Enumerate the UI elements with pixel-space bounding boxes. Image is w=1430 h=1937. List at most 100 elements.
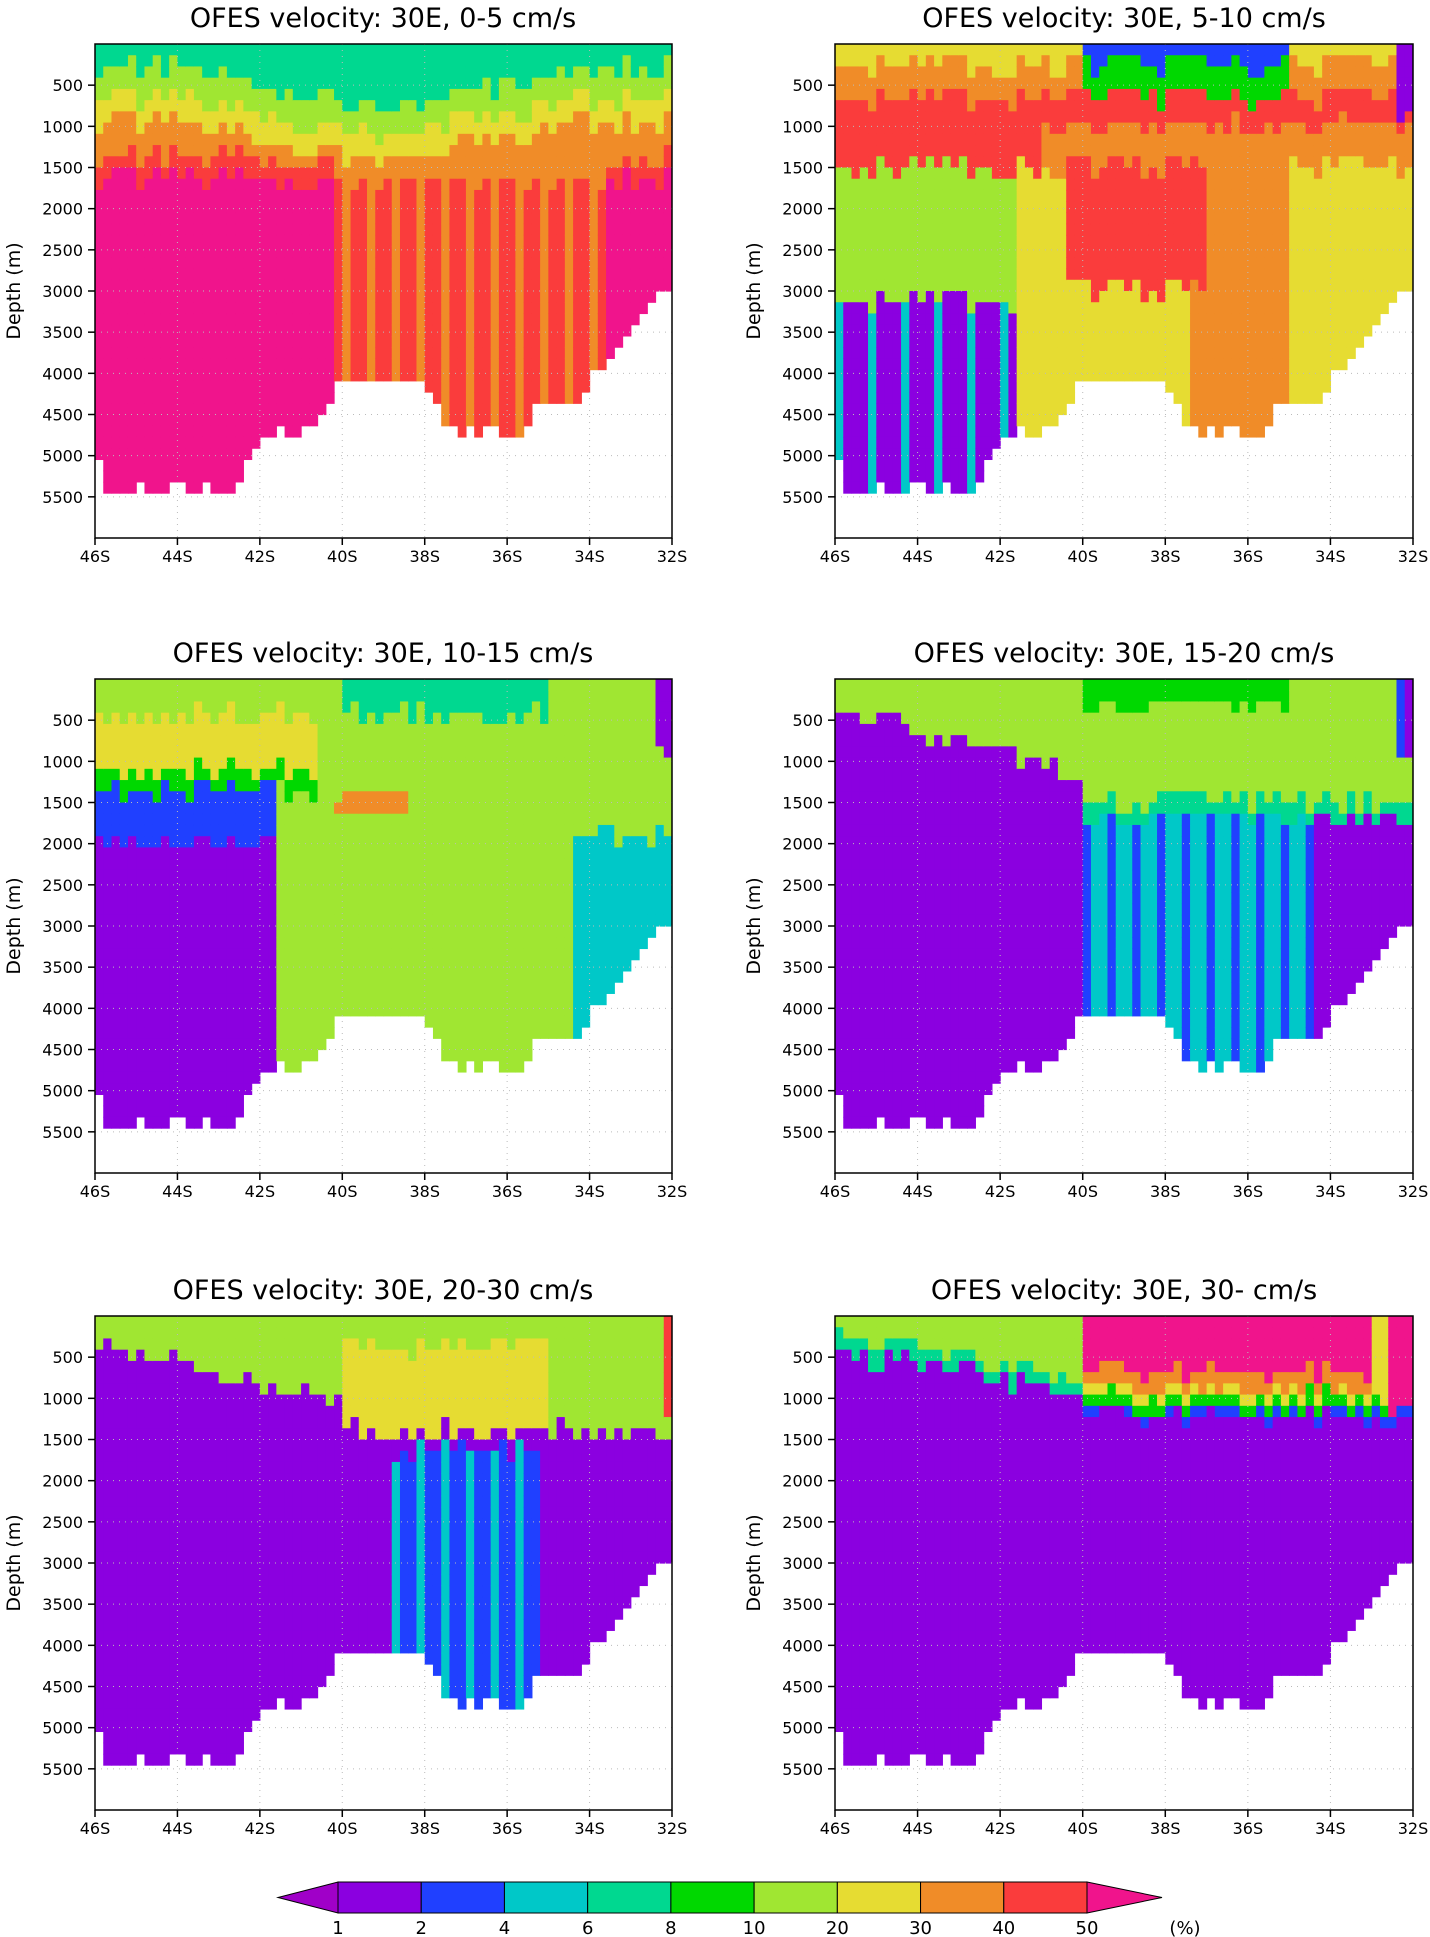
heatmap-cell [284,369,294,382]
heatmap-cell [934,302,943,315]
heatmap-cell [1338,279,1348,292]
heatmap-cell [1239,335,1249,348]
heatmap-cell [218,66,228,79]
heatmap-cell [1371,246,1381,258]
heatmap-cell [103,1027,113,1039]
heatmap-cell [917,291,927,303]
heatmap-cell [185,369,195,382]
heatmap-cell [851,167,861,180]
heatmap-cell [408,44,418,56]
heatmap-cell [622,234,632,247]
heatmap-cell [1008,302,1018,315]
heatmap-cell [111,335,121,348]
heatmap-cell [606,167,615,180]
heatmap-cell [449,100,459,112]
heatmap-cell [1033,291,1043,303]
heatmap-cell [975,302,985,315]
heatmap-cell [441,313,451,326]
heatmap-cell [465,324,475,337]
heatmap-cell [218,156,228,169]
heatmap-cell [111,414,121,427]
heatmap-cell [556,313,566,326]
heatmap-cell [1024,178,1034,191]
heatmap-cell [1371,133,1381,146]
heatmap-cell [1231,403,1241,416]
heatmap-cell [95,55,104,68]
heatmap-cell [1305,145,1315,157]
heatmap-cell [119,77,129,90]
heatmap-cell [1256,100,1265,112]
heatmap-cell [111,369,121,382]
heatmap-cell [317,268,327,281]
heatmap-cell [868,470,877,483]
heatmap-cell [1099,55,1109,68]
heatmap-cell [95,982,104,994]
heatmap-cell [597,88,607,101]
heatmap-cell [958,189,968,202]
heatmap-cell [1107,358,1117,371]
heatmap-cell [1264,223,1274,236]
heatmap-cell [259,189,269,202]
heatmap-cell [1066,178,1076,191]
heatmap-cell [925,324,935,337]
heatmap-cell [1074,167,1084,180]
heatmap-cell [127,335,137,348]
heatmap-cell [556,122,566,135]
heatmap-cell [851,257,861,270]
heatmap-cell [1396,279,1406,292]
heatmap-cell [901,201,910,214]
x-tick-label: 46S [820,547,851,566]
heatmap-cell [1371,44,1381,56]
heatmap-cell [1214,122,1224,135]
heatmap-cell [243,392,253,404]
heatmap-cell [630,167,640,180]
heatmap-cell [934,88,943,101]
heatmap-cell [226,44,236,56]
heatmap-cell [639,212,648,225]
heatmap-cell [111,690,121,703]
heatmap-cell [243,448,253,461]
heatmap-cell [416,257,426,270]
heatmap-cell [1264,234,1274,247]
heatmap-cell [1148,201,1158,214]
heatmap-cell [95,246,104,258]
heatmap-cell [482,167,492,180]
heatmap-cell [958,403,968,416]
heatmap-cell [1388,257,1398,270]
heatmap-cell [589,201,599,214]
heatmap-cell [1008,313,1018,326]
heatmap-cell [457,268,467,281]
heatmap-cell [309,380,319,393]
heatmap-cell [482,100,492,112]
heatmap-cell [614,66,624,79]
heatmap-cell [556,167,566,180]
heatmap-cell [103,436,113,449]
panel-title: OFES velocity: 30E, 0-5 cm/s [190,3,576,34]
heatmap-cell [490,122,500,135]
heatmap-cell [1140,178,1150,191]
heatmap-cell [892,302,902,315]
heatmap-cell [391,77,401,90]
heatmap-cell [441,111,451,124]
heatmap-cell [1313,347,1323,359]
heatmap-cell [851,156,861,169]
heatmap-cell [991,414,1001,427]
heatmap-cell [383,369,393,382]
heatmap-cell [251,189,261,202]
heatmap-cell [1272,66,1282,79]
heatmap-cell [449,380,459,393]
heatmap-cell [975,448,985,461]
heatmap-cell [901,212,910,225]
heatmap-cell [1124,223,1133,236]
heatmap-cell [210,189,220,202]
heatmap-cell [1264,414,1274,427]
heatmap-cell [103,178,113,191]
heatmap-cell [1115,201,1125,214]
heatmap-cell [1124,313,1133,326]
heatmap-cell [614,302,624,315]
heatmap-cell [556,156,566,169]
heatmap-cell [983,189,993,202]
heatmap-cell [391,257,401,270]
heatmap-cell [934,66,943,79]
heatmap-cell [925,425,935,438]
